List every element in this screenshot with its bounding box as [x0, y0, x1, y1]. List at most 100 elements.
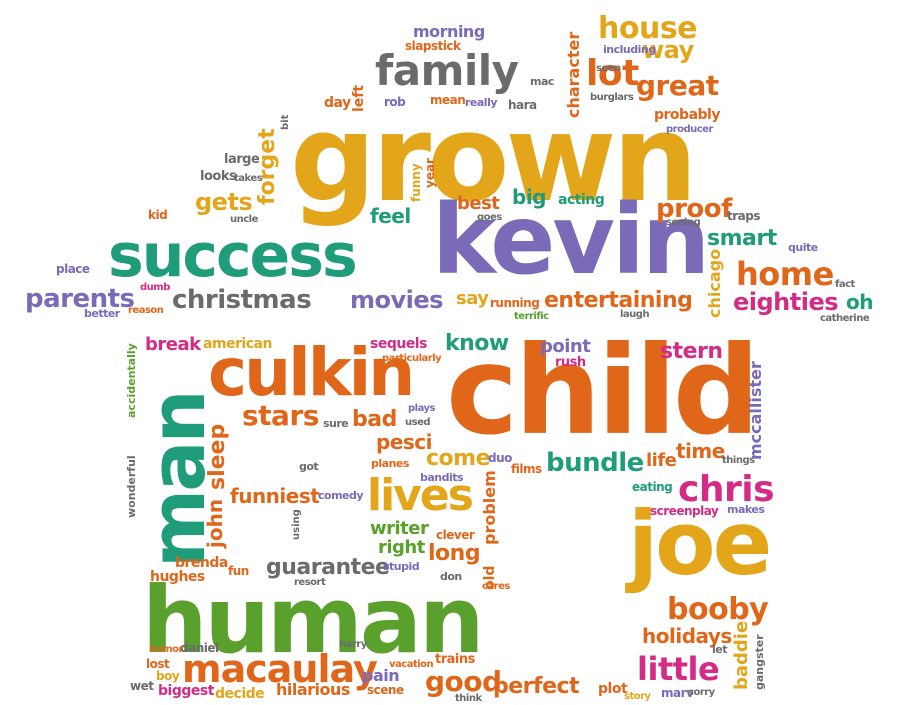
- word-culkin: culkin: [208, 334, 415, 411]
- word-mccallister: mccallister: [746, 361, 765, 460]
- word-mean: mean: [430, 93, 466, 107]
- word-place: place: [56, 262, 90, 276]
- word-accidentally: accidentally: [125, 343, 138, 418]
- word-using: using: [291, 509, 302, 540]
- word-left: left: [351, 84, 367, 112]
- word-seen: seen: [596, 63, 621, 74]
- word-quite: quite: [788, 241, 818, 254]
- word-brenda: brenda: [175, 555, 228, 571]
- word-vacation: vacation: [389, 659, 434, 670]
- word-stern: stern: [660, 339, 723, 364]
- word-old: old: [482, 565, 498, 590]
- word-day: day: [324, 95, 351, 111]
- word-lot: lot: [586, 53, 639, 94]
- word-parents: parents: [25, 284, 135, 314]
- word-gangster: gangster: [753, 634, 766, 690]
- word-lives: lives: [367, 470, 474, 521]
- word-kid: kid: [148, 208, 168, 222]
- word-sleep: sleep: [205, 423, 230, 490]
- word-plays: plays: [408, 403, 436, 414]
- word-best: best: [457, 193, 500, 214]
- word-wet: wet: [130, 679, 154, 693]
- word-family: family: [375, 46, 519, 95]
- word-bandits: bandits: [420, 471, 464, 484]
- word-break: break: [145, 334, 201, 355]
- word-better: better: [84, 307, 120, 320]
- word-writer: writer: [370, 518, 429, 539]
- word-way: way: [642, 36, 694, 64]
- word-traps: traps: [727, 209, 760, 223]
- word-time: time: [676, 439, 725, 463]
- word-goes: goes: [477, 212, 502, 223]
- word-reason: reason: [128, 305, 164, 316]
- word-perfect: perfect: [493, 674, 580, 699]
- word-right: right: [378, 537, 425, 558]
- word-burglars: burglars: [590, 92, 634, 103]
- word-fun: fun: [228, 564, 249, 578]
- word-daniel: daniel: [180, 641, 219, 655]
- word-macaulay: macaulay: [182, 647, 378, 691]
- word-harry: harry: [339, 639, 367, 650]
- word-good: good: [425, 665, 502, 698]
- word-don: don: [440, 570, 462, 583]
- word-makes: makes: [727, 503, 765, 516]
- word-gets: gets: [195, 188, 253, 216]
- word-american: american: [203, 336, 272, 352]
- word-human: human: [142, 567, 484, 674]
- word-really: really: [465, 96, 498, 109]
- word-terrific: terrific: [514, 311, 549, 322]
- word-life: life: [646, 450, 677, 471]
- word-marv: marv: [661, 686, 694, 700]
- word-fact: fact: [835, 279, 855, 290]
- word-eating: eating: [632, 480, 673, 494]
- word-particularly: particularly: [382, 353, 442, 364]
- word-bundle: bundle: [546, 448, 644, 478]
- word-catherine: catherine: [820, 313, 870, 324]
- word-resort: resort: [294, 577, 326, 588]
- word-house: house: [598, 11, 698, 46]
- word-stars: stars: [242, 399, 319, 432]
- word-mac: mac: [530, 75, 554, 88]
- word-christmas: christmas: [172, 285, 312, 315]
- word-producer: producer: [666, 124, 713, 135]
- word-scene: scene: [367, 683, 404, 697]
- word-pesci: pesci: [376, 430, 433, 454]
- word-sequels: sequels: [370, 336, 427, 352]
- word-cares: cares: [482, 581, 510, 592]
- word-oh: oh: [846, 290, 873, 314]
- word-bit: bit: [280, 114, 291, 130]
- word-screenplay: screenplay: [650, 504, 719, 518]
- word-probably: probably: [654, 107, 720, 123]
- word-takes: takes: [234, 173, 263, 184]
- word-guarantee: guarantee: [266, 555, 390, 580]
- word-rob: rob: [384, 95, 406, 109]
- word-entertaining: entertaining: [544, 288, 693, 313]
- word-boy: boy: [156, 669, 180, 683]
- word-child: child: [446, 320, 760, 462]
- word-booby: booby: [667, 592, 769, 627]
- word-decide: decide: [215, 686, 265, 702]
- word-grown: grown: [290, 90, 698, 229]
- word-little: little: [637, 650, 720, 688]
- word-including: including: [603, 43, 656, 56]
- word-dumb: dumb: [140, 282, 170, 293]
- word-funniest: funniest: [230, 484, 320, 508]
- word-joe: joe: [628, 492, 772, 595]
- word-rush: rush: [555, 355, 586, 370]
- word-character: character: [564, 31, 583, 118]
- word-wonderful: wonderful: [125, 455, 138, 518]
- word-hilarious: hilarious: [276, 680, 350, 699]
- word-chris: chris: [678, 469, 775, 510]
- word-planes: planes: [371, 457, 409, 470]
- word-trains: trains: [435, 652, 475, 667]
- word-acting: acting: [558, 192, 605, 208]
- word-point: point: [540, 336, 591, 357]
- word-clever: clever: [436, 528, 475, 542]
- word-problem: problem: [480, 470, 499, 545]
- word-big: big: [512, 185, 547, 209]
- word-large: large: [224, 152, 260, 167]
- word-things: things: [722, 455, 755, 466]
- word-sorry: sorry: [688, 687, 715, 698]
- word-know: know: [445, 331, 509, 356]
